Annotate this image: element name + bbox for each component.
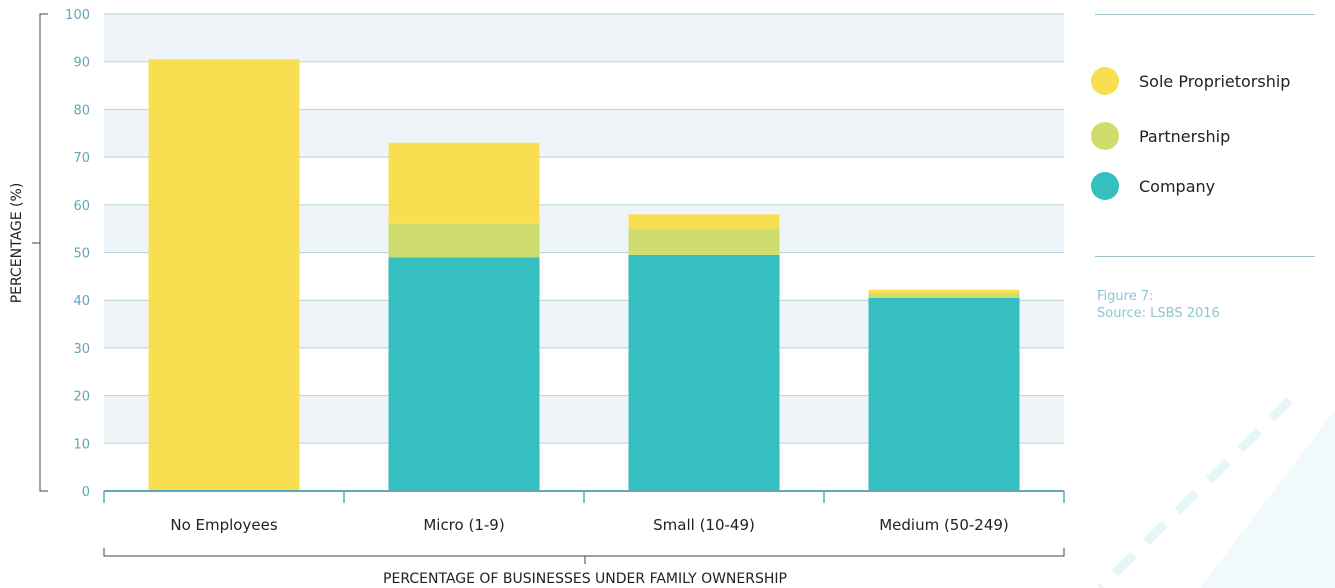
x-category-label: No Employees <box>170 516 277 534</box>
legend-label-company: Company <box>1139 176 1216 196</box>
y-tick-label: 20 <box>73 390 90 405</box>
y-tick-label: 60 <box>73 199 90 214</box>
source-text: Source: LSBS 2016 <box>1097 306 1220 321</box>
bar-partnership <box>388 223 540 258</box>
y-axis-bracket <box>32 13 48 492</box>
y-axis-title: PERCENTAGE (%) <box>9 183 25 304</box>
legend-label-partnership: Partnership <box>1139 126 1231 146</box>
legend-item-sole-proprietorship: Sole Proprietorship <box>1091 67 1290 95</box>
legend-item-company: Company <box>1091 172 1215 200</box>
y-tick-label: 40 <box>73 294 90 309</box>
grid-band <box>104 14 1064 62</box>
bar-partnership <box>628 228 780 255</box>
x-category-label: Small (10-49) <box>653 516 755 534</box>
legend-swatch-partnership <box>1091 122 1119 150</box>
bar-company <box>868 297 1020 491</box>
bar-chart: 0 10 20 30 40 50 60 70 80 90 100 No Employees Micro… <box>9 8 1065 587</box>
y-tick-label: 70 <box>73 151 90 166</box>
bar-company <box>388 257 540 491</box>
y-tick-label: 10 <box>73 437 90 452</box>
y-tick-label: 50 <box>73 247 90 262</box>
y-tick-label: 100 <box>65 8 90 23</box>
y-tick-label: 80 <box>73 103 90 118</box>
legend-swatch-company <box>1091 172 1119 200</box>
y-tick-label: 90 <box>73 56 90 71</box>
category-labels: No Employees Micro (1-9) Small (10-49) Medi… <box>170 516 1008 534</box>
x-category-label: Medium (50-249) <box>879 516 1009 534</box>
decorative-corner-shape <box>1096 396 1335 588</box>
y-tick-label: 30 <box>73 342 90 357</box>
x-axis-bracket <box>103 548 1065 564</box>
bar-sole-proprietorship <box>388 142 540 224</box>
x-axis <box>103 490 1065 503</box>
figure-source: Figure 7: Source: LSBS 2016 <box>1097 288 1220 322</box>
legend-bottom-rule <box>1095 256 1315 257</box>
legend-swatch-sole-proprietorship <box>1091 67 1119 95</box>
y-axis-ticks: 0 10 20 30 40 50 60 70 80 90 100 <box>65 8 90 500</box>
x-axis-title: PERCENTAGE OF BUSINESSES UNDER FAMILY OW… <box>383 571 787 587</box>
bars <box>148 59 1020 491</box>
bar-sole-proprietorship <box>148 59 300 491</box>
bar-partnership <box>868 293 1020 298</box>
legend: Sole Proprietorship Partnership Company … <box>1085 0 1335 588</box>
figure-number: Figure 7: <box>1097 289 1154 304</box>
y-tick-label: 0 <box>82 485 90 500</box>
bar-company <box>628 254 780 491</box>
bar-sole-proprietorship <box>628 214 780 229</box>
x-category-label: Micro (1-9) <box>423 516 504 534</box>
legend-top-rule <box>1095 14 1315 15</box>
legend-item-partnership: Partnership <box>1091 122 1230 150</box>
legend-label-sole-proprietorship: Sole Proprietorship <box>1139 71 1291 91</box>
bar-sole-proprietorship <box>868 289 1020 294</box>
